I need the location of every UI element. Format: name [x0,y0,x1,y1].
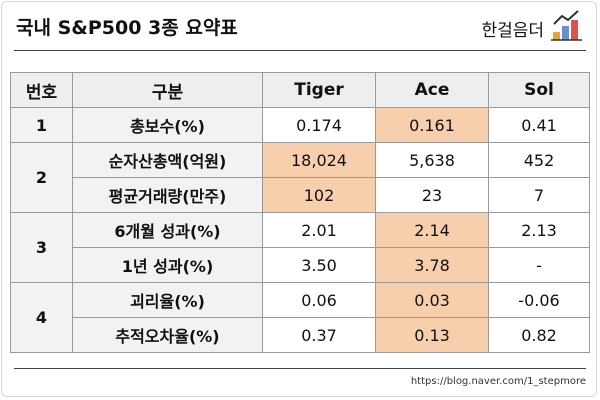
divider [14,368,586,369]
summary-table: 번호 구분 Tiger Ace Sol 1 총보수(%) 0.174 0.161 0.41 2 순자… [10,72,590,353]
value-cell: 2.13 [488,212,590,248]
column-header: 구분 [72,72,263,108]
value-cell: 452 [488,142,590,178]
brand-icon [551,10,582,41]
row-label: 평균거래량(만주) [72,177,263,213]
value-cell: 0.82 [488,317,590,353]
title: 국내 S&P500 3종 요약표 [16,17,238,39]
brand: 한걸음더 [481,21,544,41]
value-cell: 3.50 [262,247,376,283]
column-header: 번호 [10,72,73,108]
table-row: 평균거래량(만주) 102 23 7 [11,177,590,213]
value-cell: -0.06 [488,282,590,318]
column-header: Tiger [262,72,376,108]
value-cell: 0.37 [262,317,376,353]
value-cell: 2.01 [262,212,376,248]
header-row: 번호 구분 Tiger Ace Sol [10,72,590,108]
row-number: 2 [10,142,73,213]
value-cell: 18,024 [262,142,376,178]
value-cell: 0.13 [375,317,489,353]
value-cell: 0.06 [262,282,376,318]
row-number: 1 [10,107,73,143]
table-row: 3 6개월 성과(%) 2.01 2.14 2.13 [10,212,590,283]
table-row: 2 순자산총액(억원) 18,024 5,638 452 [10,142,590,213]
value-cell: 0.174 [262,107,376,143]
value-cell: 7 [488,177,590,213]
row-label: 총보수(%) [72,107,263,143]
value-cell: 5,638 [375,142,489,178]
value-cell: 3.78 [375,247,489,283]
value-cell: - [488,247,590,283]
table-row: 1년 성과(%) 3.50 3.78- [11,247,590,283]
value-cell: 0.41 [488,107,590,143]
table-body: 1 총보수(%) 0.174 0.161 0.41 2 순자산총액(억원) 18,024 5,6… [10,107,590,353]
value-cell: 0.161 [375,107,489,143]
table-row: 추적오차율(%) 0.37 0.13 0.82 [11,317,590,353]
column-header: Ace [375,72,489,108]
value-cell: 0.03 [375,282,489,318]
row-label: 추적오차율(%) [72,317,263,353]
row-label: 순자산총액(억원) [72,142,263,178]
row-number: 4 [10,282,73,353]
value-cell: 102 [262,177,376,213]
column-header: Sol [488,72,590,108]
table-row: 4 괴리율(%) 0.06 0.03 -0.06 [10,282,590,353]
source-url: https://blog.naver.com/1_stepmore [410,376,586,387]
row-label: 6개월 성과(%) [72,212,263,248]
row-label: 1년 성과(%) [72,247,263,283]
table-row: 1 총보수(%) 0.174 0.161 0.41 [10,107,590,143]
divider [14,50,586,51]
row-label: 괴리율(%) [72,282,263,318]
value-cell: 2.14 [375,212,489,248]
row-number: 3 [10,212,73,283]
value-cell: 23 [375,177,489,213]
